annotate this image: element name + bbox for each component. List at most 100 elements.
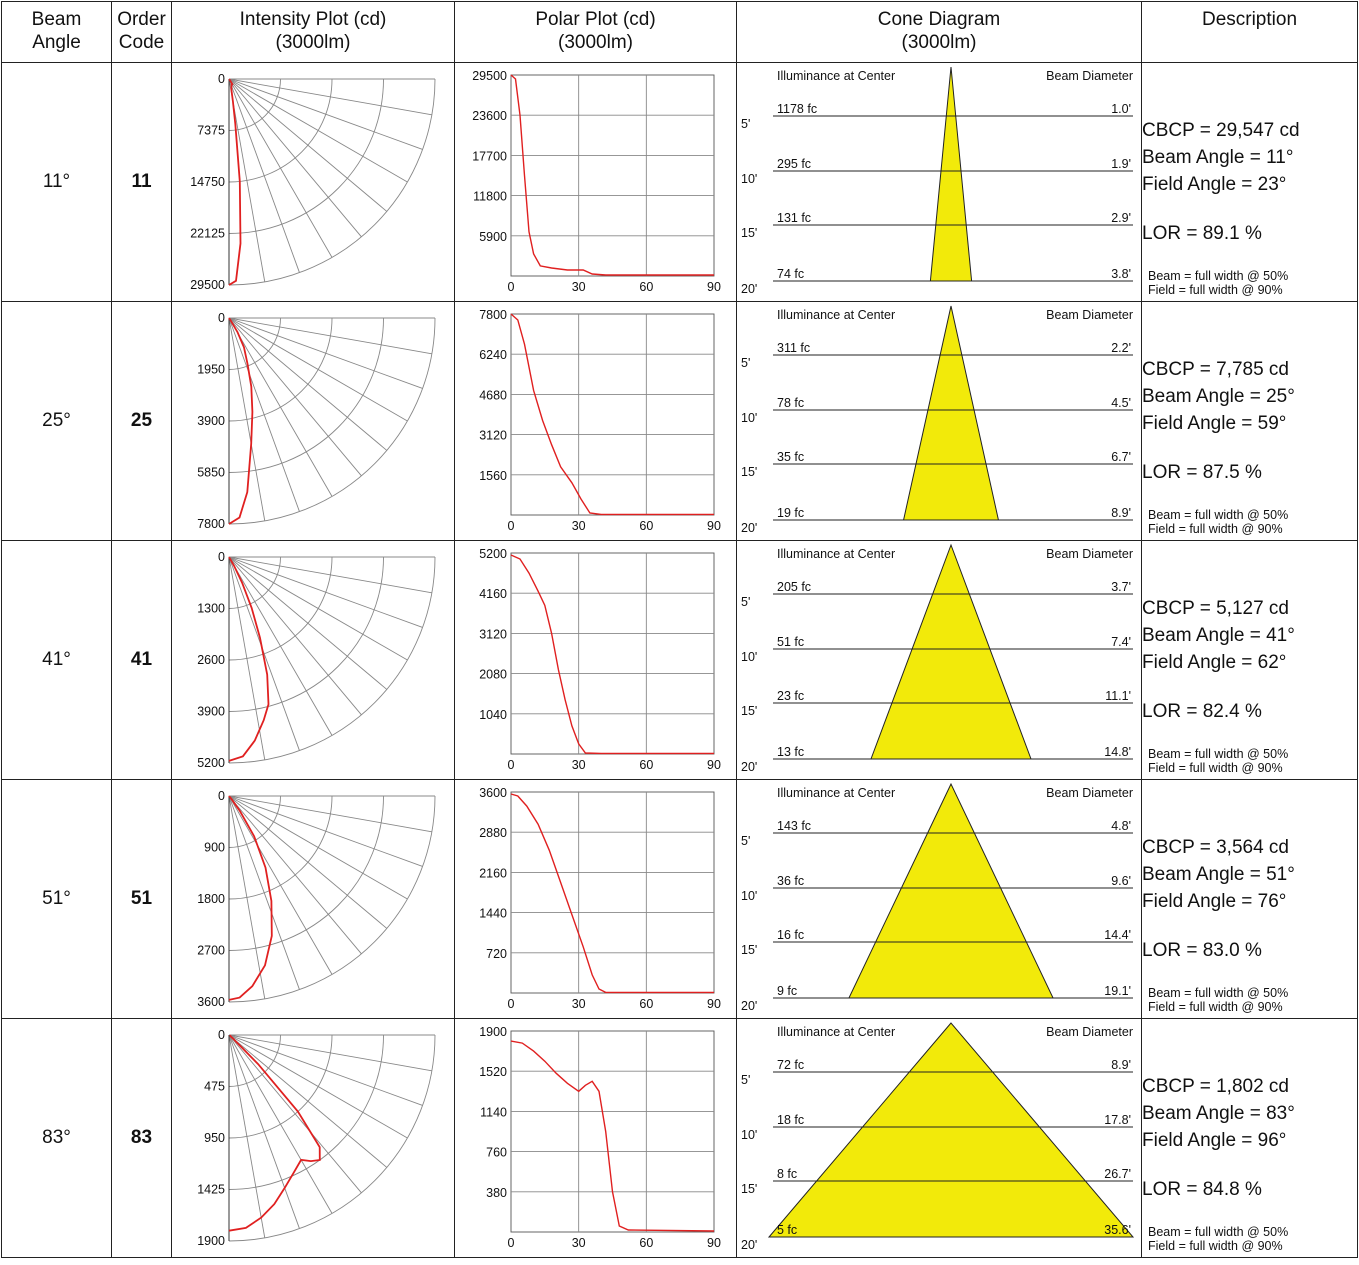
cone-diameter-label: 8.9' xyxy=(1111,1058,1131,1072)
intensity-curve xyxy=(228,556,270,762)
intensity-arc xyxy=(228,78,436,286)
polar-x-tick-label: 90 xyxy=(707,519,721,533)
intensity-radial-line xyxy=(228,317,408,422)
cone-distance-label: 10' xyxy=(741,650,757,664)
description-cbcp: CBCP = 1,802 cd xyxy=(1142,1076,1289,1097)
cone-diameter-heading: Beam Diameter xyxy=(1046,69,1133,83)
description-field-angle: Field Angle = 62° xyxy=(1142,652,1287,673)
table-row: 11° 11 0 7375 14750 22125 29500 29500 23600 17700… xyxy=(1,62,1358,302)
intensity-tick-label: 0 xyxy=(218,1028,225,1042)
table-row: 25° 25 0 1950 3900 5850 7800 7800 6240 4680 3120 15… xyxy=(1,301,1358,541)
cone-illuminance-label: 9 fc xyxy=(777,984,797,998)
polar-y-tick-label: 1140 xyxy=(480,1105,507,1119)
cone-illuminance-label: 1178 fc xyxy=(777,102,817,116)
cone-illuminance-label: 51 fc xyxy=(777,635,804,649)
intensity-radial-line xyxy=(228,556,333,736)
cone-distance-label: 15' xyxy=(741,1182,757,1196)
polar-plot-cell: 5200 4160 3120 2080 1040 0 30 60 90 xyxy=(454,540,737,780)
polar-frame xyxy=(510,1030,715,1233)
intensity-plot-cell: 0 475 950 1425 1900 xyxy=(171,1018,455,1258)
polar-y-tick-label: 2080 xyxy=(479,668,507,682)
cone-diameter-label: 6.7' xyxy=(1111,450,1131,464)
intensity-plot-cell: 0 7375 14750 22125 29500 xyxy=(171,62,455,302)
intensity-radial-line xyxy=(228,1034,388,1168)
description-cbcp: CBCP = 29,547 cd xyxy=(1142,120,1300,141)
intensity-arc xyxy=(228,1034,436,1242)
intensity-curve xyxy=(228,78,242,286)
intensity-radial-line xyxy=(228,795,432,833)
description-lor: LOR = 87.5 % xyxy=(1142,462,1262,483)
cone-diameter-label: 1.0' xyxy=(1111,102,1131,116)
beam-footnote: Beam = full width @ 50% xyxy=(1148,269,1289,283)
intensity-tick-label: 1950 xyxy=(197,363,225,377)
cone-distance-label: 5' xyxy=(741,595,750,609)
intensity-arc xyxy=(228,78,333,183)
cone-diameter-label: 35.6' xyxy=(1104,1223,1131,1237)
polar-curve xyxy=(510,1040,715,1232)
cone-distance-label: 10' xyxy=(741,889,757,903)
intensity-radial-line xyxy=(228,1034,423,1106)
order-code-cell: 11 xyxy=(111,62,172,302)
polar-x-tick-label: 0 xyxy=(508,997,515,1011)
intensity-arc xyxy=(228,317,436,525)
description-lor: LOR = 84.8 % xyxy=(1142,1179,1262,1200)
polar-x-tick-label: 90 xyxy=(707,1236,721,1250)
cone-distance-label: 5' xyxy=(741,117,750,131)
beam-angle-cell: 51° xyxy=(1,779,112,1019)
intensity-radial-line xyxy=(228,78,408,183)
header-polar-plot: Polar Plot (cd) (3000lm) xyxy=(454,1,737,63)
polar-plot-cell: 7800 6240 4680 3120 1560 0 30 60 90 xyxy=(454,301,737,541)
cone-diameter-label: 14.8' xyxy=(1104,745,1131,759)
polar-frame xyxy=(510,552,715,755)
description-beam-angle: Beam Angle = 83° xyxy=(1142,1103,1295,1124)
intensity-plot-cell: 0 900 1800 2700 3600 xyxy=(171,779,455,1019)
polar-y-tick-label: 3120 xyxy=(479,627,507,641)
intensity-arc xyxy=(228,795,281,848)
intensity-plot: 0 1950 3900 5850 7800 xyxy=(197,311,436,531)
intensity-radial-line xyxy=(228,1034,333,1214)
cone-distance-label: 20' xyxy=(741,282,757,296)
intensity-radial-line xyxy=(228,317,266,521)
description-field-angle: Field Angle = 23° xyxy=(1142,174,1287,195)
intensity-radial-line xyxy=(228,1034,300,1229)
cone-illuminance-label: 13 fc xyxy=(777,745,804,759)
cone-illuminance-label: 36 fc xyxy=(777,874,804,888)
intensity-plot: 0 900 1800 2700 3600 xyxy=(197,789,436,1009)
polar-x-tick-label: 60 xyxy=(639,519,653,533)
description-cell: CBCP = 5,127 cd Beam Angle = 41° Field Ang… xyxy=(1141,540,1358,780)
polar-frame xyxy=(510,791,715,994)
description-cbcp: CBCP = 5,127 cd xyxy=(1142,598,1289,619)
cone-diameter-label: 2.9' xyxy=(1111,211,1131,225)
header-beam-angle: Beam Angle xyxy=(1,1,112,63)
intensity-arc xyxy=(228,1034,384,1190)
field-footnote: Field = full width @ 90% xyxy=(1148,1000,1283,1014)
cone-diameter-label: 11.1' xyxy=(1105,689,1131,703)
intensity-arc xyxy=(228,556,384,712)
beam-angle-cell: 83° xyxy=(1,1018,112,1258)
cone-diameter-label: 2.2' xyxy=(1111,341,1131,355)
intensity-arc xyxy=(228,317,281,370)
polar-y-tick-label: 3120 xyxy=(479,429,507,443)
description-cell: CBCP = 3,564 cd Beam Angle = 51° Field Ang… xyxy=(1141,779,1358,1019)
description-beam-angle: Beam Angle = 41° xyxy=(1142,625,1295,646)
polar-y-tick-label: 2880 xyxy=(479,826,507,840)
intensity-radial-line xyxy=(228,1034,408,1139)
description-footnotes: Beam = full width @ 50% Field = full widt… xyxy=(1148,269,1288,297)
cone-diagram-cell: 5' 1178 fc 1.0' 10' 295 fc 1.9' 15' 131 fc 2.9' 2… xyxy=(736,62,1142,302)
polar-x-tick-label: 0 xyxy=(508,758,515,772)
intensity-tick-label: 3900 xyxy=(197,414,225,428)
polar-x-tick-label: 60 xyxy=(639,758,653,772)
intensity-radial-line xyxy=(228,78,300,273)
cone-illuminance-label: 23 fc xyxy=(777,689,804,703)
cone-distance-label: 20' xyxy=(741,999,757,1013)
intensity-radial-line xyxy=(228,556,423,628)
cone-illuminance-label: 5 fc xyxy=(777,1223,797,1237)
intensity-radial-line xyxy=(228,556,408,661)
cone-illuminance-label: 19 fc xyxy=(777,506,804,520)
header-intensity-plot: Intensity Plot (cd) (3000lm) xyxy=(171,1,455,63)
polar-y-tick-label: 6240 xyxy=(479,348,507,362)
cone-diagram: 5' 311 fc 2.2' 10' 78 fc 4.5' 15' 35 fc 6.7' 20' 1… xyxy=(741,305,1133,535)
intensity-radial-line xyxy=(228,317,300,512)
beam-angle-cell: 11° xyxy=(1,62,112,302)
cone-distance-label: 10' xyxy=(741,1128,757,1142)
